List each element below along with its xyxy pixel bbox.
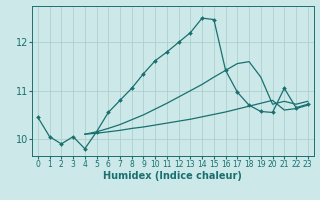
X-axis label: Humidex (Indice chaleur): Humidex (Indice chaleur)	[103, 171, 242, 181]
